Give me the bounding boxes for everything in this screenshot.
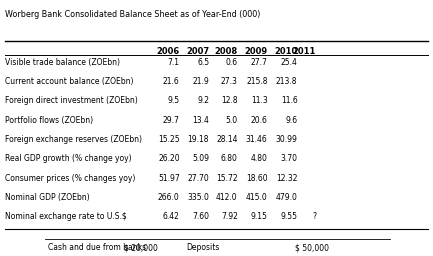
Text: Current account balance (ZOEbn): Current account balance (ZOEbn) [5,77,134,86]
Text: 5.09: 5.09 [192,154,209,163]
Text: 0.6: 0.6 [226,58,238,67]
Text: 19.18: 19.18 [187,135,209,144]
Text: 7.1: 7.1 [168,58,180,67]
Text: 213.8: 213.8 [276,77,297,86]
Text: 21.9: 21.9 [192,77,209,86]
Text: 3.70: 3.70 [281,154,297,163]
Text: 29.7: 29.7 [163,116,180,125]
Text: Visible trade balance (ZOEbn): Visible trade balance (ZOEbn) [5,58,120,67]
Text: 7.60: 7.60 [192,212,209,221]
Text: 30.99: 30.99 [275,135,297,144]
Text: 15.25: 15.25 [158,135,180,144]
Text: 26.20: 26.20 [158,154,180,163]
Text: 6.42: 6.42 [163,212,180,221]
Text: Foreign exchange reserves (ZOEbn): Foreign exchange reserves (ZOEbn) [5,135,142,144]
Text: Portfolio flows (ZOEbn): Portfolio flows (ZOEbn) [5,116,94,125]
Text: 2009: 2009 [245,47,268,56]
Text: 12.32: 12.32 [276,174,297,183]
Text: 2006: 2006 [156,47,180,56]
Text: 9.6: 9.6 [285,116,297,125]
Text: 13.4: 13.4 [192,116,209,125]
Text: 415.0: 415.0 [246,193,268,202]
Text: 7.92: 7.92 [221,212,238,221]
Text: Deposits: Deposits [186,243,220,252]
Text: 9.15: 9.15 [251,212,268,221]
Text: 2007: 2007 [186,47,209,56]
Text: 2011: 2011 [293,47,316,56]
Text: 6.5: 6.5 [197,58,209,67]
Text: 31.46: 31.46 [246,135,268,144]
Text: 12.8: 12.8 [221,96,238,105]
Text: 27.3: 27.3 [221,77,238,86]
Text: 479.0: 479.0 [275,193,297,202]
Text: 18.60: 18.60 [246,174,268,183]
Text: 412.0: 412.0 [216,193,238,202]
Text: 21.6: 21.6 [163,77,180,86]
Text: 6.80: 6.80 [221,154,238,163]
Text: 4.80: 4.80 [251,154,268,163]
Text: Cash and due from banks: Cash and due from banks [48,243,146,252]
Text: ?: ? [312,212,316,221]
Text: 51.97: 51.97 [158,174,180,183]
Text: 20.6: 20.6 [251,116,268,125]
Text: 9.55: 9.55 [281,212,297,221]
Text: 215.8: 215.8 [246,77,268,86]
Text: 28.14: 28.14 [216,135,238,144]
Text: 15.72: 15.72 [216,174,238,183]
Text: Foreign direct investment (ZOEbn): Foreign direct investment (ZOEbn) [5,96,138,105]
Text: $ 50,000: $ 50,000 [295,243,329,252]
Text: 5.0: 5.0 [226,116,238,125]
Text: 25.4: 25.4 [281,58,297,67]
Text: 9.5: 9.5 [168,96,180,105]
Text: 11.3: 11.3 [251,96,268,105]
Text: Worberg Bank Consolidated Balance Sheet as of Year-End (000): Worberg Bank Consolidated Balance Sheet … [5,10,261,19]
Text: 27.70: 27.70 [187,174,209,183]
Text: 335.0: 335.0 [187,193,209,202]
Text: 9.2: 9.2 [197,96,209,105]
Text: 11.6: 11.6 [281,96,297,105]
Text: 27.7: 27.7 [251,58,268,67]
Text: Consumer prices (% changes yoy): Consumer prices (% changes yoy) [5,174,136,183]
Text: 266.0: 266.0 [158,193,180,202]
Text: 2010: 2010 [274,47,297,56]
Text: Nominal GDP (ZOEbn): Nominal GDP (ZOEbn) [5,193,90,202]
Text: Real GDP growth (% change yoy): Real GDP growth (% change yoy) [5,154,132,163]
Text: Nominal exchange rate to U.S.$: Nominal exchange rate to U.S.$ [5,212,127,221]
Text: 2008: 2008 [215,47,238,56]
Text: $ 20,000: $ 20,000 [124,243,158,252]
